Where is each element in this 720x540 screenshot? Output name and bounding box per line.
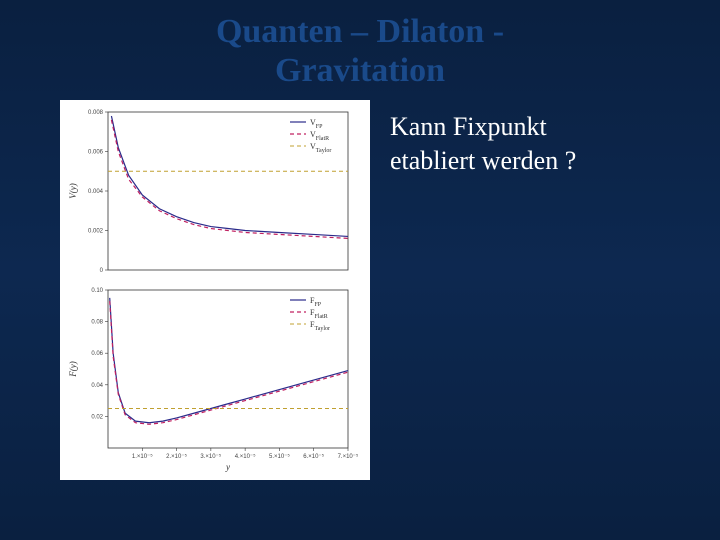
svg-text:0.006: 0.006 <box>88 150 104 156</box>
side-text-line-2: etabliert werden ? <box>390 144 576 178</box>
svg-text:V(y): V(y) <box>68 183 78 199</box>
svg-text:2.×10⁻⁵: 2.×10⁻⁵ <box>166 453 187 460</box>
title-line-1: Quanten – Dilaton - <box>0 12 720 51</box>
svg-text:5.×10⁻⁵: 5.×10⁻⁵ <box>269 453 290 460</box>
slide-title: Quanten – Dilaton - Gravitation <box>0 0 720 90</box>
svg-text:FTaylor: FTaylor <box>310 320 330 332</box>
content-row: 0 0.002 0.004 0.006 0.008 V(y) VFPVFlatRVTaylo… <box>0 90 720 480</box>
svg-text:0.04: 0.04 <box>91 383 103 389</box>
svg-text:0.002: 0.002 <box>88 229 104 235</box>
svg-text:3.×10⁻⁵: 3.×10⁻⁵ <box>200 453 221 460</box>
svg-text:VTaylor: VTaylor <box>310 142 331 154</box>
svg-text:F(y): F(y) <box>68 361 78 378</box>
svg-text:0.08: 0.08 <box>91 320 103 326</box>
svg-text:VFP: VFP <box>310 118 323 130</box>
svg-text:0.02: 0.02 <box>91 415 103 421</box>
svg-text:y: y <box>225 462 230 472</box>
svg-text:FFP: FFP <box>310 296 322 308</box>
chart-panel: 0 0.002 0.004 0.006 0.008 V(y) VFPVFlatRVTaylo… <box>60 100 370 480</box>
side-text: Kann Fixpunkt etabliert werden ? <box>390 100 576 480</box>
svg-text:0.10: 0.10 <box>91 288 103 294</box>
title-line-2: Gravitation <box>0 51 720 90</box>
svg-text:0: 0 <box>100 268 104 274</box>
svg-text:6.×10⁻⁵: 6.×10⁻⁵ <box>303 453 324 460</box>
svg-text:4.×10⁻⁵: 4.×10⁻⁵ <box>235 453 256 460</box>
svg-text:0.06: 0.06 <box>91 351 103 357</box>
svg-text:VFlatR: VFlatR <box>310 130 329 142</box>
svg-text:FFlatR: FFlatR <box>310 308 328 320</box>
svg-text:0.004: 0.004 <box>88 189 104 195</box>
charts-svg: 0 0.002 0.004 0.006 0.008 V(y) VFPVFlatRVTaylo… <box>60 100 370 480</box>
svg-text:0.008: 0.008 <box>88 110 104 116</box>
side-text-line-1: Kann Fixpunkt <box>390 110 576 144</box>
svg-text:7.×10⁻⁵: 7.×10⁻⁵ <box>338 453 359 460</box>
svg-text:1.×10⁻⁵: 1.×10⁻⁵ <box>132 453 153 460</box>
